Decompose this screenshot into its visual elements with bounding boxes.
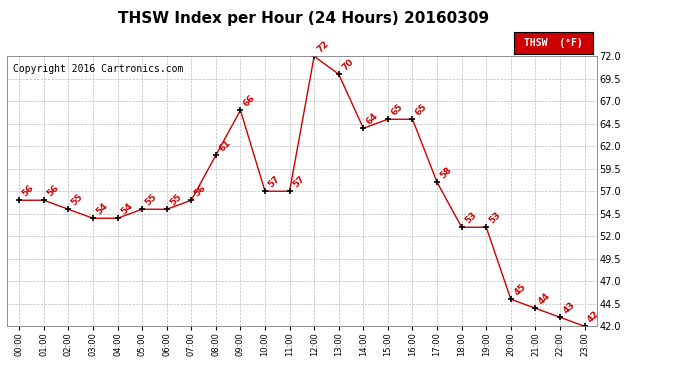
Text: 43: 43	[562, 301, 577, 316]
Text: 55: 55	[168, 193, 184, 208]
Text: 58: 58	[438, 166, 453, 181]
Text: 44: 44	[537, 291, 552, 307]
Text: THSW Index per Hour (24 Hours) 20160309: THSW Index per Hour (24 Hours) 20160309	[118, 11, 489, 26]
Text: 57: 57	[266, 175, 282, 190]
Text: 64: 64	[365, 112, 380, 127]
Text: 54: 54	[95, 202, 110, 217]
Text: 66: 66	[241, 94, 257, 109]
Text: 61: 61	[217, 139, 233, 154]
Text: 65: 65	[389, 103, 404, 118]
Text: 56: 56	[45, 184, 60, 199]
Text: THSW  (°F): THSW (°F)	[524, 38, 583, 48]
Text: 70: 70	[340, 58, 355, 73]
Text: 65: 65	[414, 103, 429, 118]
Text: 55: 55	[144, 193, 159, 208]
Text: 56: 56	[21, 184, 36, 199]
Text: Copyright 2016 Cartronics.com: Copyright 2016 Cartronics.com	[13, 64, 183, 74]
Text: 54: 54	[119, 202, 134, 217]
Text: 57: 57	[291, 175, 306, 190]
Text: 55: 55	[70, 193, 85, 208]
Text: 56: 56	[193, 184, 208, 199]
Text: 42: 42	[586, 310, 601, 325]
Text: 45: 45	[512, 283, 527, 298]
Text: 53: 53	[463, 211, 478, 226]
Text: 72: 72	[315, 40, 331, 55]
Text: 53: 53	[488, 211, 503, 226]
